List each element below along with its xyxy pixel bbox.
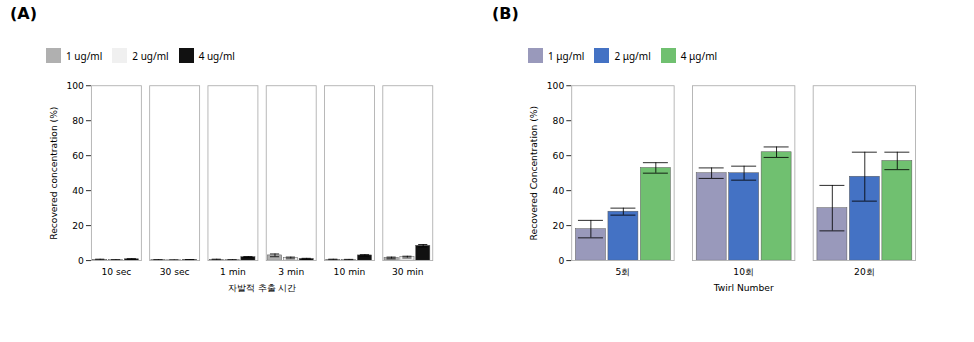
svg-text:60: 60 (553, 151, 565, 161)
html-text:2 μg/ml: 2 μg/ml (614, 48, 651, 63)
svg-text:자발적 추출 시간: 자발적 추출 시간 (228, 283, 297, 293)
svg-text:80: 80 (72, 116, 84, 126)
svg-text:80: 80 (553, 116, 565, 126)
html-text:1 ug/ml: 1 ug/ml (66, 48, 103, 63)
svg-text:10회: 10회 (733, 267, 754, 277)
html-text:(B): (B) (492, 4, 519, 23)
html-text:1 μg/ml: 1 μg/ml (548, 48, 585, 63)
svg-text:20: 20 (72, 221, 84, 231)
svg-text:40: 40 (72, 186, 84, 196)
svg-text:20회: 20회 (854, 267, 875, 277)
svg-text:100: 100 (547, 81, 565, 91)
svg-text:3 min: 3 min (278, 267, 304, 277)
html-text:4 μg/ml: 4 μg/ml (680, 48, 718, 63)
svg-text:10 min: 10 min (334, 267, 366, 277)
html-text:2 ug/ml: 2 ug/ml (132, 48, 169, 63)
svg-text:Recovered Concentration (%): Recovered Concentration (%) (529, 106, 539, 240)
svg-text:0: 0 (78, 256, 84, 266)
html-text:(A): (A) (10, 4, 37, 23)
svg-text:30 min: 30 min (392, 267, 424, 277)
svg-text:60: 60 (72, 151, 84, 161)
svg-text:Twirl Number: Twirl Number (713, 283, 774, 293)
svg-text:10 sec: 10 sec (101, 267, 131, 277)
svg-text:40: 40 (553, 186, 565, 196)
svg-text:5회: 5회 (616, 267, 631, 277)
svg-text:Recovered concentration (%): Recovered concentration (%) (49, 107, 59, 240)
html-text:4 ug/ml: 4 ug/ml (198, 48, 235, 63)
svg-text:100: 100 (66, 81, 84, 91)
svg-text:1 min: 1 min (220, 267, 246, 277)
svg-text:0: 0 (558, 256, 564, 266)
svg-text:20: 20 (553, 221, 565, 231)
svg-text:30 sec: 30 sec (160, 267, 190, 277)
